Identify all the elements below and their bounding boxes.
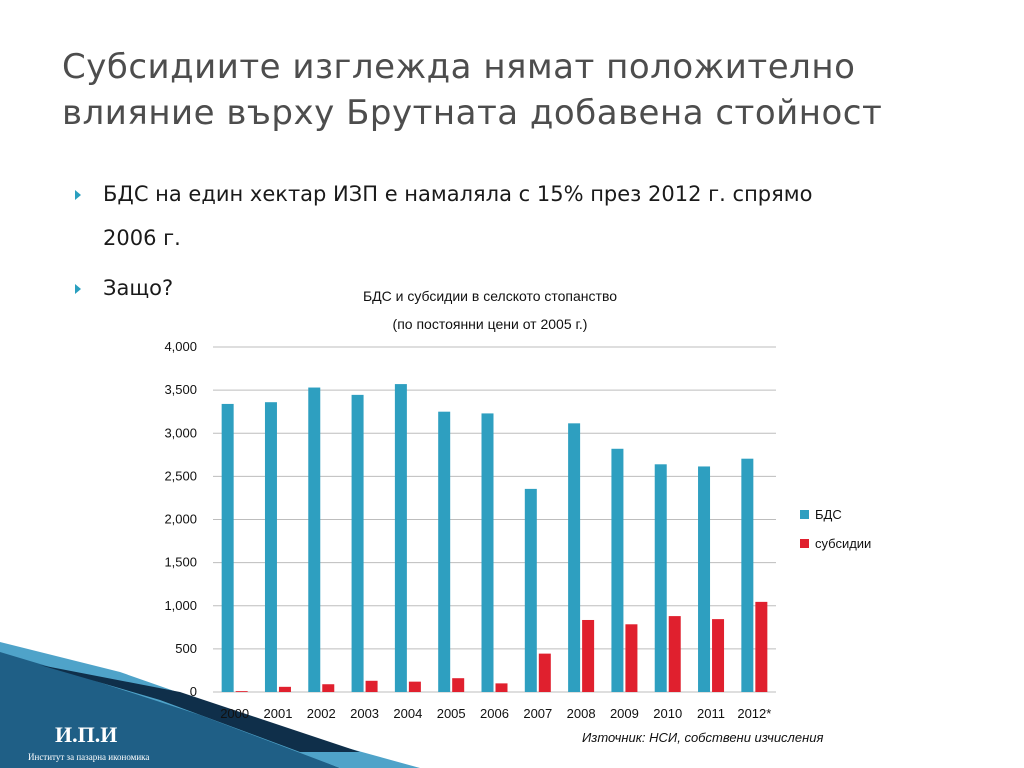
title-line-2: влияние върху Брутната добавена стойност — [62, 93, 883, 133]
legend-swatch — [800, 510, 809, 519]
bullet-text-line-1: Защо? — [103, 276, 174, 300]
legend-label: БДС — [815, 507, 842, 522]
bullet-text-line-2: 2006 г. — [103, 226, 181, 250]
logo-abbreviation: И.П.И — [55, 722, 118, 747]
chart-legend: БДС субсидии — [800, 507, 871, 551]
legend-label: субсидии — [815, 536, 871, 551]
chart-gridlines — [213, 346, 776, 693]
x-tick-label: 2006 — [480, 706, 509, 721]
bullet-item: Защо? — [75, 266, 955, 310]
logo-institute-name: Институт за пазарна икономика — [28, 752, 150, 762]
bar-bds — [308, 387, 321, 692]
bar-subsidies — [668, 616, 681, 692]
y-tick-label: 2,500 — [164, 468, 197, 483]
bullet-text-line-1: БДС на един хектар ИЗП е намаляла с 15% … — [103, 182, 813, 206]
bar-bds — [481, 413, 494, 692]
chart-source-note: Източник: НСИ, собствени изчисления — [582, 730, 824, 745]
bar-subsidies — [452, 678, 465, 692]
bar-subsidies — [365, 680, 378, 692]
bar-bds — [351, 394, 364, 692]
x-tick-label: 2010 — [653, 706, 682, 721]
bar-bds — [394, 384, 407, 692]
x-tick-label: 2000 — [220, 706, 249, 721]
bar-bds — [568, 423, 581, 692]
chart-axes: 0 500 1,000 1,500 2,000 2,500 3,000 3,500 4,000 2… — [164, 339, 771, 721]
y-tick-label: 1,500 — [164, 555, 197, 570]
bar-subsidies — [538, 653, 551, 692]
bar-bds — [654, 464, 667, 692]
bar-subsidies — [755, 601, 768, 692]
x-tick-label: 2007 — [523, 706, 552, 721]
bar-bds — [524, 488, 537, 692]
y-tick-label: 4,000 — [164, 339, 197, 354]
x-tick-label: 2012* — [737, 706, 771, 721]
bullet-item: БДС на един хектар ИЗП е намаляла с 15% … — [75, 172, 955, 260]
bar-subsidies — [278, 686, 291, 692]
chart-bars — [221, 384, 768, 692]
slide-title: Субсидиите изглежда нямат положително вл… — [62, 44, 962, 136]
x-tick-label: 2003 — [350, 706, 379, 721]
y-tick-label: 3,000 — [164, 425, 197, 440]
bullet-arrow-icon — [75, 284, 81, 294]
swoosh-shadow — [40, 665, 360, 752]
y-tick-label: 0 — [190, 684, 197, 699]
x-tick-label: 2004 — [393, 706, 422, 721]
chart-subtitle: (по постоянни цени от 2005 г.) — [392, 316, 588, 332]
legend-swatch — [800, 539, 809, 548]
bar-subsidies — [495, 683, 508, 692]
bar-bds — [741, 458, 754, 692]
bar-bds — [698, 466, 711, 692]
y-tick-label: 3,500 — [164, 382, 197, 397]
x-tick-label: 2005 — [437, 706, 466, 721]
bar-subsidies — [408, 681, 421, 692]
y-tick-label: 1,000 — [164, 598, 197, 613]
title-line-1: Субсидиите изглежда нямат положително — [62, 47, 856, 87]
x-tick-label: 2008 — [567, 706, 596, 721]
x-tick-label: 2001 — [264, 706, 293, 721]
bar-subsidies — [712, 619, 725, 692]
bar-bds — [438, 411, 451, 692]
bullet-arrow-icon — [75, 190, 81, 200]
y-tick-label: 500 — [175, 641, 197, 656]
bar-subsidies — [582, 619, 595, 692]
bar-subsidies — [322, 684, 335, 692]
bullet-list: БДС на един хектар ИЗП е намаляла с 15% … — [75, 172, 955, 316]
bar-bds — [221, 403, 234, 692]
x-tick-label: 2002 — [307, 706, 336, 721]
bar-subsidies — [235, 691, 248, 692]
chart-title: БДС и субсидии в селското стопанство — [362, 288, 618, 304]
bar-bds — [611, 448, 624, 692]
bar-bds — [264, 402, 277, 692]
x-tick-label: 2011 — [697, 706, 725, 721]
bar-subsidies — [625, 624, 638, 692]
y-tick-label: 2,000 — [164, 512, 197, 527]
x-tick-label: 2009 — [610, 706, 639, 721]
